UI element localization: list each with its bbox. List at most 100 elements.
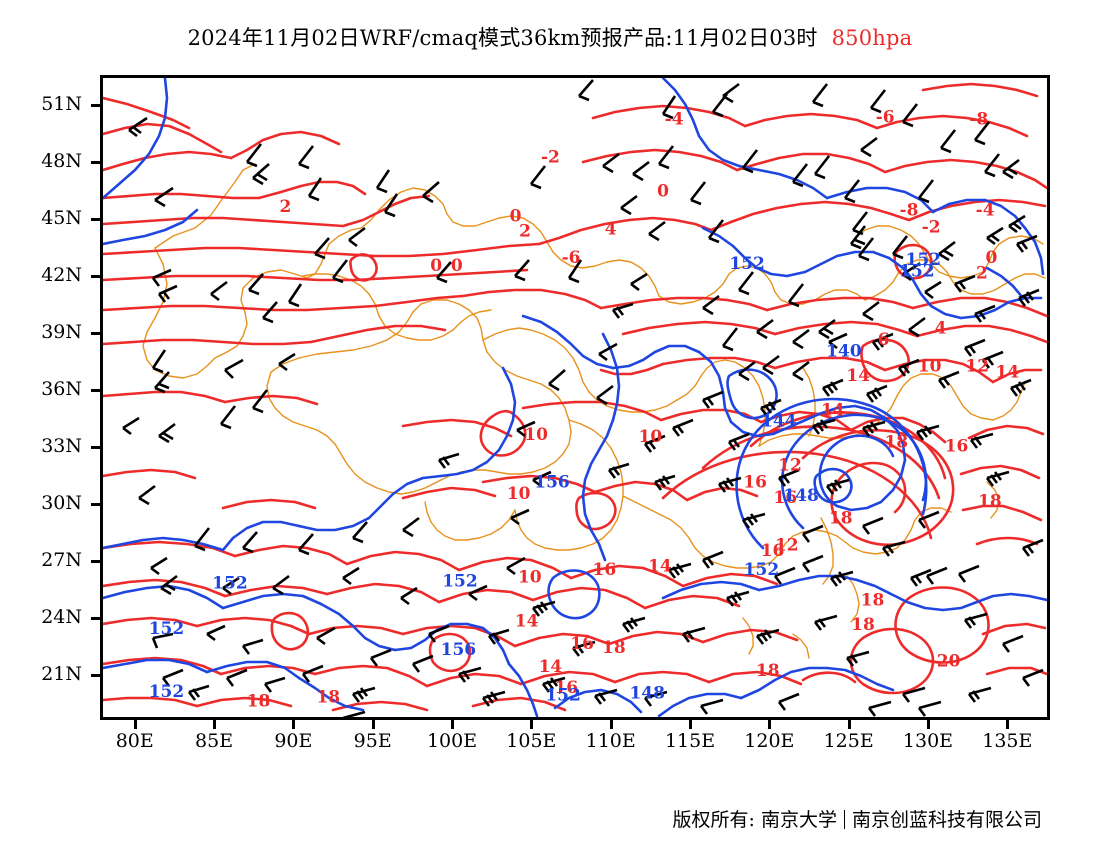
temperature-contour-label: 18 <box>851 615 875 635</box>
y-axis-tick <box>91 560 100 564</box>
footer-copyright-text: 版权所有: 南京大学 <box>672 809 837 831</box>
temperature-contour-label: 14 <box>996 362 1020 382</box>
x-axis-label: 120E <box>744 730 795 752</box>
x-axis-tick <box>927 720 930 729</box>
temperature-contour-label: 14 <box>515 611 539 631</box>
temperature-contour-label: 12 <box>778 455 802 475</box>
temperature-contour-label: -6 <box>562 248 581 268</box>
y-axis-label: 30N <box>41 492 82 514</box>
y-axis-tick <box>91 674 100 678</box>
temperature-contour-label: 16 <box>761 541 785 561</box>
y-axis-label: 33N <box>41 434 82 457</box>
temperature-contour-label: 14 <box>846 366 870 386</box>
temperature-contour-label: 4 <box>935 319 947 339</box>
y-axis-tick <box>91 503 100 506</box>
y-axis-label: 21N <box>41 663 82 686</box>
x-axis-tick <box>530 720 534 729</box>
height-contour-label: 152 <box>905 250 941 270</box>
height-contour-label: 152 <box>149 682 185 702</box>
height-contour-label: 152 <box>212 573 248 593</box>
temperature-contour-label: 12 <box>965 357 989 377</box>
temperature-contours-layer <box>103 82 1047 712</box>
height-contour-label: 152 <box>744 560 780 580</box>
x-axis-label: 80E <box>115 730 154 752</box>
temperature-contour-label: 16 <box>570 634 594 654</box>
y-axis-tick <box>91 274 100 278</box>
height-contour-label: 144 <box>761 412 797 432</box>
temperature-contour-label: 0 <box>430 256 442 276</box>
temperature-contour-label: -4 <box>665 109 684 129</box>
height-contour-label: 148 <box>629 684 665 704</box>
temperature-contour-label: 2 <box>280 197 292 217</box>
y-axis-label: 45N <box>41 206 82 229</box>
x-axis-label: 90E <box>274 730 313 752</box>
temperature-contour-label: 0 <box>451 256 463 276</box>
height-contour-label: 152 <box>149 619 185 639</box>
footer-company-text: 南京创蓝科技有限公司 <box>851 809 1042 831</box>
temperature-contour-label: 12 <box>775 535 799 555</box>
temperature-contour-label: 0 <box>657 182 669 202</box>
height-contours-layer <box>103 78 1047 717</box>
x-axis-tick <box>213 720 217 729</box>
temperature-contour-label: 14 <box>648 556 672 576</box>
height-contour-label: 156 <box>441 640 477 660</box>
temperature-contour-label: 2 <box>976 263 988 283</box>
height-contour-labels: 152 1521521401441481561521521521521561521… <box>149 250 941 706</box>
title-level-text: 850hpa <box>831 26 913 50</box>
y-axis-label: 48N <box>41 149 82 172</box>
temperature-contour-label: 10 <box>524 425 548 445</box>
temperature-contour-label: -2 <box>922 218 941 238</box>
x-axis-tick <box>292 720 296 729</box>
temperature-contour-label: 16 <box>945 436 969 456</box>
height-contour-label: 152 <box>899 261 935 281</box>
y-axis-tick <box>91 617 100 621</box>
temperature-contour-label: 18 <box>978 492 1002 512</box>
page-title: 2024年11月02日WRF/cmaq模式36km预报产品:11月02日03时 8… <box>0 22 1100 52</box>
height-contour-label: 148 <box>783 486 819 506</box>
temperature-contour-label: 10 <box>507 484 531 504</box>
y-axis-tick <box>91 103 100 107</box>
x-axis-label: 110E <box>585 730 636 752</box>
y-axis-label: 51N <box>41 92 82 115</box>
x-axis-tick <box>768 720 772 729</box>
x-axis-label: 95E <box>353 730 392 752</box>
temperature-contour-label: 18 <box>884 433 908 453</box>
x-axis-label: 125E <box>823 730 874 752</box>
temperature-contour-label: 16 <box>554 678 578 698</box>
y-axis-tick <box>91 331 100 335</box>
height-contour-label: 156 <box>534 473 570 493</box>
height-contour-label: 152 <box>729 254 765 274</box>
temperature-contour-label: 18 <box>756 661 780 681</box>
temperature-contour-label: -8 <box>900 201 919 221</box>
x-axis-label: 135E <box>982 730 1033 752</box>
footer-separator <box>843 810 845 829</box>
temperature-contour-label: 2 <box>519 222 531 242</box>
temperature-contour-label: 14 <box>539 657 563 677</box>
temperature-contour-label: 18 <box>602 638 626 658</box>
x-axis-tick <box>689 720 693 729</box>
y-axis-label: 39N <box>41 320 82 343</box>
x-axis-tick <box>451 720 455 729</box>
temperature-contour-label: 4 <box>605 220 617 240</box>
temperature-contour-label: 20 <box>937 651 961 671</box>
wind-barbs-layer <box>122 79 1044 717</box>
temperature-contour-label: 18 <box>861 590 885 610</box>
footer-copyright: 版权所有: 南京大学 南京创蓝科技有限公司 <box>673 805 1042 832</box>
temperature-contour-label: 14 <box>821 400 845 420</box>
temperature-contour-label: -4 <box>976 201 995 221</box>
temperature-contour-label: 16 <box>743 473 767 493</box>
y-axis-tick <box>91 160 100 164</box>
temperature-contour-label: 10 <box>639 427 663 447</box>
title-main-text: 2024年11月02日WRF/cmaq模式36km预报产品:11月02日03时 <box>187 26 818 50</box>
height-contour-label: 140 <box>826 341 862 361</box>
x-axis-label: 100E <box>426 730 478 752</box>
temperature-contour-label: 10 <box>918 357 942 377</box>
height-contour-label: 152 <box>545 686 581 706</box>
temperature-contour-label: 16 <box>593 560 617 580</box>
temperature-contour-label: -6 <box>876 107 895 127</box>
x-axis-tick <box>609 720 613 729</box>
y-axis-label: 24N <box>41 606 82 629</box>
